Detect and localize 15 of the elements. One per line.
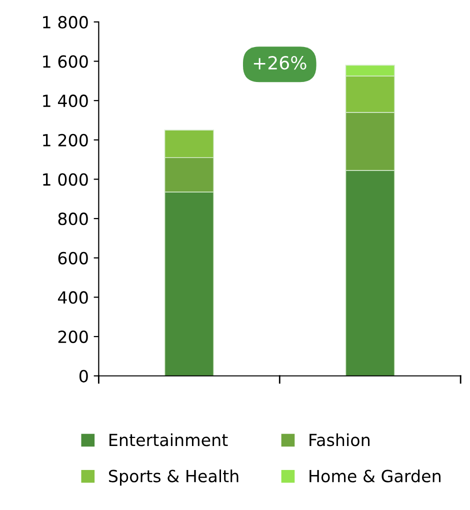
- y-tick-label: 800: [58, 212, 88, 226]
- y-tick-label: 200: [58, 330, 88, 344]
- legend-label: Fashion: [310, 433, 370, 446]
- y-tick-label: 1 200: [43, 134, 88, 146]
- annotation: +26%: [254, 56, 306, 70]
- y-tick-label: 1 600: [43, 55, 88, 68]
- legend-label: Home & Garden: [310, 469, 440, 482]
- y-tick-label: 1 000: [43, 173, 88, 186]
- y-tick-label: 600: [58, 252, 88, 264]
- legend-label: Sports & Health: [109, 469, 238, 486]
- y-tick-label: 1 800: [43, 16, 88, 28]
- y-tick-label: 400: [58, 291, 88, 304]
- y-tick-label: 1 400: [43, 94, 88, 108]
- legend-label: Entertainment: [110, 433, 228, 446]
- y-tick-label: 0: [79, 370, 88, 382]
